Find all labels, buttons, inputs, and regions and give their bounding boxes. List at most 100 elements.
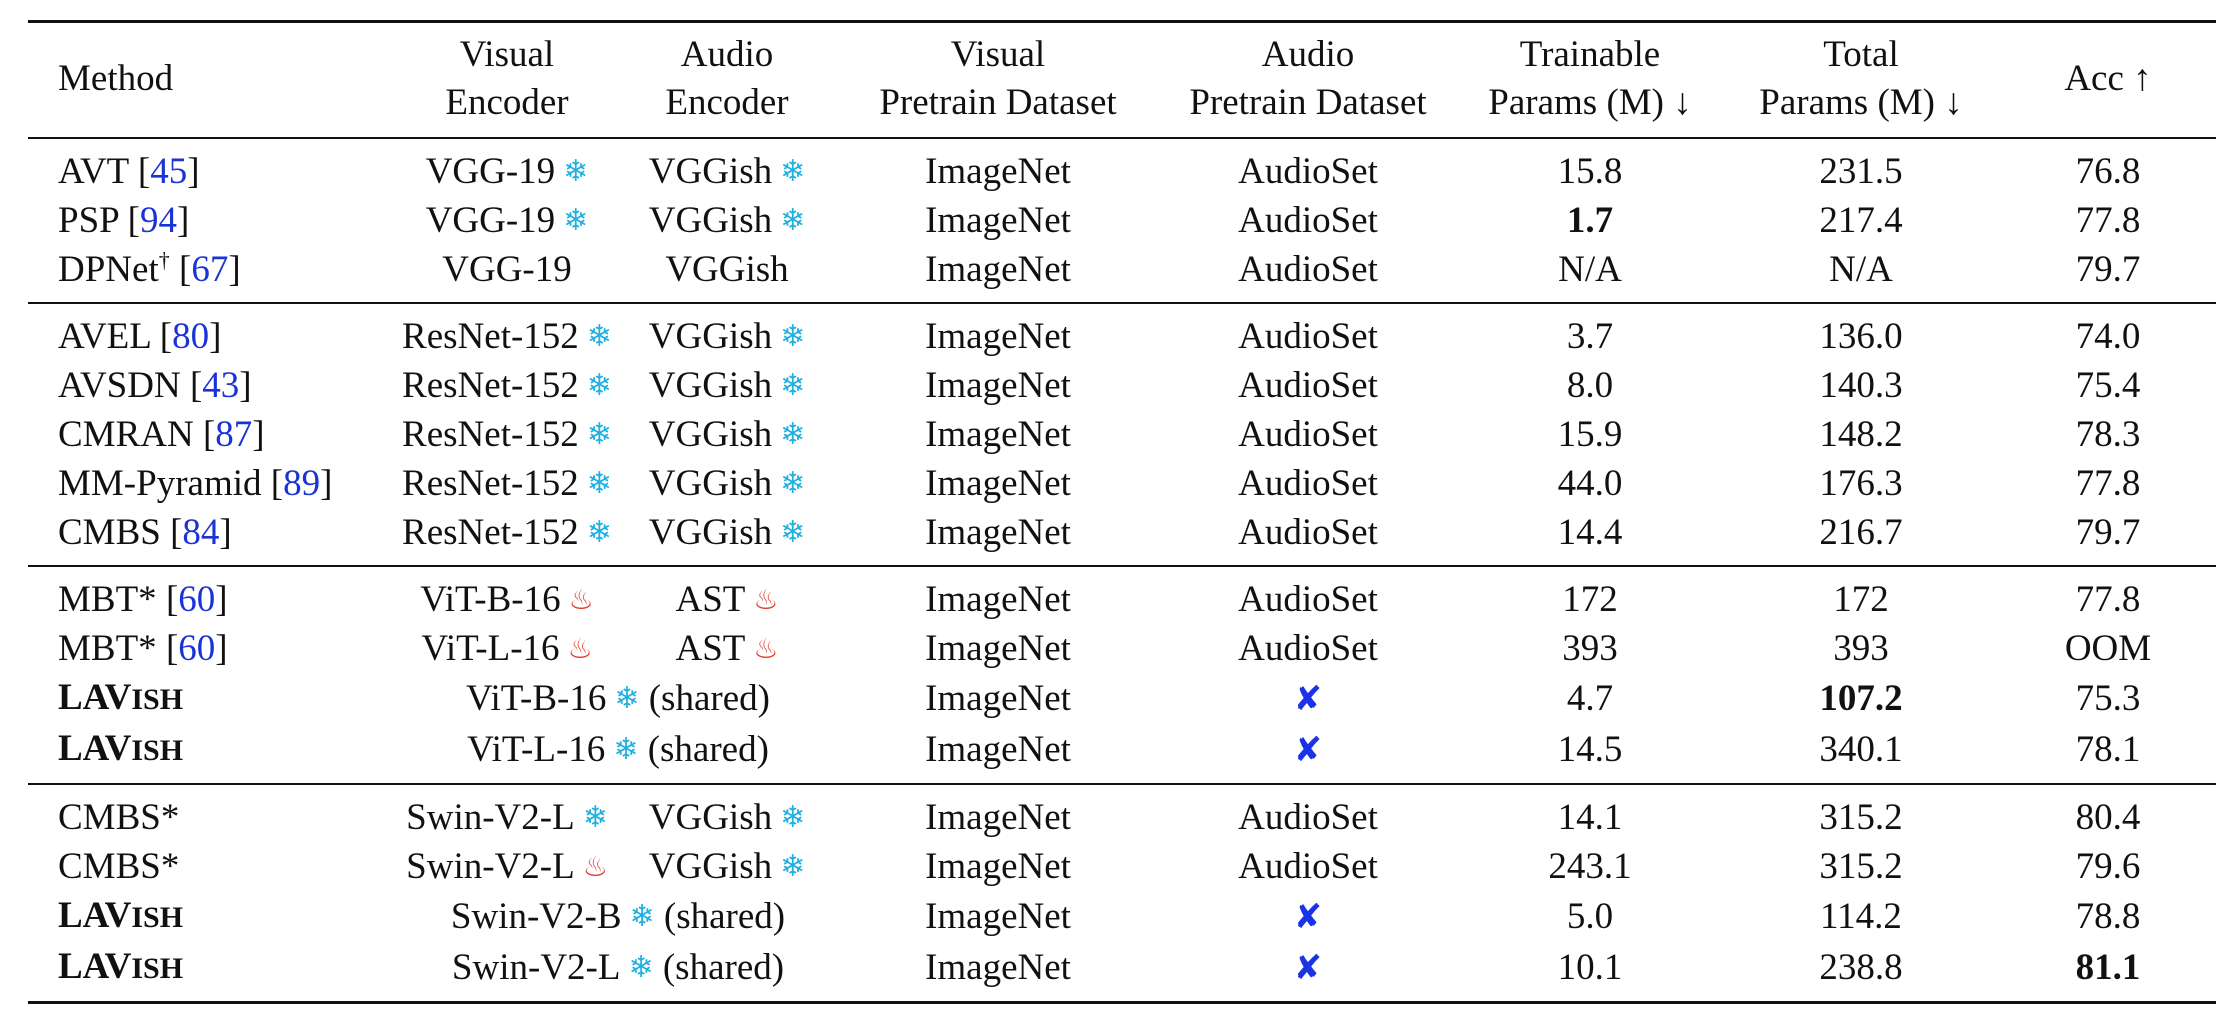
cell-accuracy: OOM bbox=[2064, 628, 2152, 669]
cell-visual-encoder: ResNet-152 ❄ bbox=[398, 303, 616, 361]
cell-accuracy: 78.1 bbox=[2075, 729, 2141, 770]
snowflake-icon: ❄ bbox=[628, 950, 654, 985]
table-row: AVSDN [43] ResNet-152 ❄ VGGish ❄ ImageNet Audi… bbox=[28, 361, 2216, 410]
table-row: AVT [45] VGG-19 ❄ VGGish ❄ ImageNet AudioSet 15… bbox=[28, 138, 2216, 196]
method-name: AVEL bbox=[58, 316, 151, 357]
table-row: MBT* [60] ViT-B-16 ♨ AST ♨ ImageNet AudioSet 17… bbox=[28, 566, 2216, 624]
citation-link[interactable]: 60 bbox=[178, 579, 216, 620]
cell-shared-encoder: ViT-L-16 ❄ (shared) bbox=[398, 724, 838, 784]
table-row: CMRAN [87] ResNet-152 ❄ VGGish ❄ ImageNet Audi… bbox=[28, 410, 2216, 459]
cell-method: CMBS* bbox=[28, 784, 398, 842]
snowflake-icon: ❄ bbox=[586, 319, 612, 354]
cell-method: AVEL [80] bbox=[58, 316, 222, 357]
cell-audio-encoder: VGGish ❄ bbox=[616, 459, 838, 508]
snowflake-icon: ❄ bbox=[780, 368, 806, 403]
col-trainable-params: Trainable Params (M) ↓ bbox=[1458, 22, 1722, 139]
cell-total-params: 231.5 bbox=[1819, 151, 1903, 192]
snowflake-icon: ❄ bbox=[780, 203, 806, 238]
cell-accuracy: 74.0 bbox=[2075, 316, 2141, 357]
cell-visual-encoder: ViT-L-16 ♨ bbox=[398, 624, 616, 673]
cell-method: AVSDN [43] bbox=[58, 365, 252, 406]
citation-link[interactable]: 84 bbox=[182, 512, 220, 553]
visual-encoder-name: ResNet-152 bbox=[402, 414, 579, 455]
cell-total-params: 148.2 bbox=[1819, 414, 1903, 455]
cell-trainable-params: 15.8 bbox=[1557, 151, 1623, 192]
cell-method: MBT* [60] bbox=[58, 628, 228, 669]
cross-mark-icon: ✘ bbox=[1293, 678, 1323, 719]
snowflake-icon: ❄ bbox=[780, 417, 806, 452]
audio-encoder-name: VGGish bbox=[648, 200, 773, 241]
citation-link[interactable]: 87 bbox=[215, 414, 253, 455]
method-name: MM-Pyramid bbox=[58, 463, 262, 504]
col-audio-dataset: Audio Pretrain Dataset bbox=[1158, 22, 1458, 139]
cell-accuracy: 80.4 bbox=[2075, 797, 2141, 838]
snowflake-icon: ❄ bbox=[780, 515, 806, 550]
table-row: CMBS [84] ResNet-152 ❄ VGGish ❄ ImageNet Audio… bbox=[28, 508, 2216, 566]
audio-encoder-name: AST bbox=[675, 628, 746, 669]
cell-total-params: 136.0 bbox=[1819, 316, 1903, 357]
cell-accuracy: 75.4 bbox=[2075, 365, 2141, 406]
table-row: LAVISH Swin-V2-L ❄ (shared) ImageNet ✘ 10.1 23… bbox=[28, 942, 2216, 1003]
cell-total-params: 216.7 bbox=[1819, 512, 1903, 553]
method-name: AVT bbox=[58, 151, 129, 192]
cell-accuracy: 79.7 bbox=[2075, 512, 2141, 553]
cell-visual-encoder: ViT-B-16 ♨ bbox=[398, 566, 616, 624]
citation-link[interactable]: 94 bbox=[139, 200, 177, 241]
lavish-name-rest: ISH bbox=[131, 683, 184, 716]
audio-encoder-name: VGGish bbox=[648, 365, 773, 406]
cell-method: PSP [94] bbox=[58, 200, 190, 241]
cell-total-params: 114.2 bbox=[1820, 896, 1902, 937]
citation-link[interactable]: 60 bbox=[178, 628, 216, 669]
lavish-method-name: LAVISH bbox=[58, 895, 183, 936]
table-row: LAVISH Swin-V2-B ❄ (shared) ImageNet ✘ 5.0 114… bbox=[28, 891, 2216, 942]
visual-encoder-name: ResNet-152 bbox=[402, 365, 579, 406]
cell-audio-encoder: VGGish ❄ bbox=[616, 361, 838, 410]
citation-link[interactable]: 89 bbox=[283, 463, 321, 504]
row-group: MBT* [60] ViT-B-16 ♨ AST ♨ ImageNet AudioSet 17… bbox=[28, 566, 2216, 784]
shared-tag: (shared) bbox=[648, 678, 770, 719]
cell-visual-encoder: VGG-19 ❄ bbox=[398, 196, 616, 245]
cell-accuracy: 81.1 bbox=[2075, 947, 2141, 988]
cross-mark-icon: ✘ bbox=[1293, 896, 1323, 937]
audio-encoder-name: VGGish bbox=[648, 846, 773, 887]
cell-audio-dataset: AudioSet bbox=[1238, 628, 1378, 669]
cell-trainable-params: 172 bbox=[1562, 579, 1618, 620]
cell-method: LAVISH bbox=[28, 724, 398, 784]
snowflake-icon: ❄ bbox=[629, 899, 655, 934]
col-accuracy: Acc ↑ bbox=[2000, 22, 2216, 139]
cell-visual-dataset: ImageNet bbox=[925, 200, 1071, 241]
shared-encoder-name: Swin-V2-L bbox=[451, 947, 621, 988]
audio-encoder-name: VGGish bbox=[648, 151, 773, 192]
cell-trainable-params: 44.0 bbox=[1557, 463, 1623, 504]
lavish-name-lead: LAV bbox=[58, 895, 132, 936]
citation-link[interactable]: 45 bbox=[150, 151, 188, 192]
cell-accuracy: 77.8 bbox=[2075, 200, 2141, 241]
cell-accuracy: 75.3 bbox=[2075, 678, 2141, 719]
cell-visual-encoder: VGG-19 ❄ bbox=[398, 138, 616, 196]
cell-visual-encoder: ResNet-152 ❄ bbox=[398, 361, 616, 410]
citation-link[interactable]: 43 bbox=[202, 365, 240, 406]
cell-visual-encoder: Swin-V2-L ❄ bbox=[398, 784, 616, 842]
snowflake-icon: ❄ bbox=[582, 800, 608, 835]
lavish-name-lead: LAV bbox=[58, 677, 132, 718]
method-name: DPNet bbox=[58, 249, 159, 290]
results-table: Method Visual Encoder Audio Encoder Visual… bbox=[28, 20, 2216, 1004]
cell-audio-dataset: ✘ bbox=[1158, 724, 1458, 784]
cell-audio-encoder: VGGish ❄ bbox=[616, 842, 838, 891]
col-method-label: Method bbox=[58, 58, 174, 99]
snowflake-icon: ❄ bbox=[586, 368, 612, 403]
method-name: CMBS bbox=[58, 512, 161, 553]
audio-encoder-name: VGGish bbox=[648, 797, 773, 838]
visual-encoder-name: VGG-19 bbox=[442, 249, 572, 290]
method-name: PSP bbox=[58, 200, 119, 241]
cell-visual-dataset: ImageNet bbox=[925, 628, 1071, 669]
citation-link[interactable]: 80 bbox=[172, 316, 210, 357]
lavish-name-rest: ISH bbox=[131, 952, 184, 985]
col-visual-encoder-line2: Encoder bbox=[445, 82, 569, 123]
visual-encoder-name: Swin-V2-L bbox=[406, 797, 575, 838]
cell-visual-encoder: ResNet-152 ❄ bbox=[398, 459, 616, 508]
method-name: CMBS* bbox=[58, 846, 180, 887]
cell-method: CMRAN [87] bbox=[58, 414, 265, 455]
citation-link[interactable]: 67 bbox=[191, 249, 229, 290]
cell-audio-encoder: VGGish ❄ bbox=[616, 508, 838, 566]
